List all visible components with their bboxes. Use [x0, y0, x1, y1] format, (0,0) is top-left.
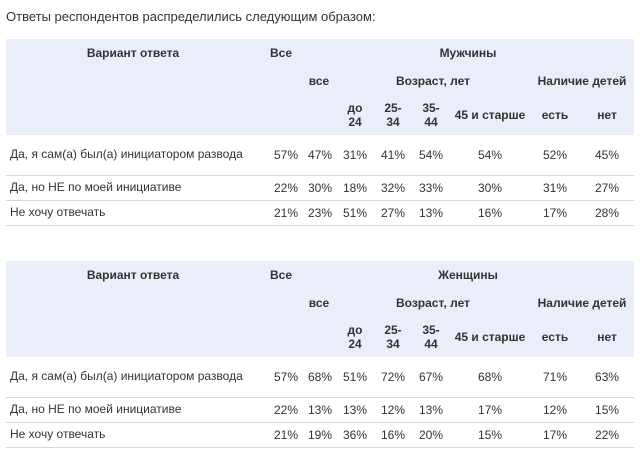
cell-value: 15%	[580, 397, 635, 423]
cell-value: 51%	[336, 200, 374, 226]
header-kids-yes: есть	[530, 317, 580, 357]
header-age-under-24: до 24	[336, 317, 374, 357]
table-row: Да, но НЕ по моей инициативе 22% 13% 13%…	[6, 397, 635, 423]
cell-value: 52%	[530, 135, 580, 176]
header-age: Возраст, лет	[336, 67, 530, 95]
header-kids-no: нет	[580, 95, 635, 135]
table-row: Не хочу отвечать 21% 23% 51% 27% 13% 16%…	[6, 200, 635, 226]
header-age-35-44: 35-44	[412, 317, 450, 357]
cell-value: 19%	[302, 422, 336, 448]
header-kids-no: нет	[580, 317, 635, 357]
header-group: Мужчины	[302, 39, 635, 67]
cell-value: 54%	[412, 135, 450, 176]
header-group: Женщины	[302, 261, 635, 289]
cell-value: 30%	[302, 175, 336, 201]
survey-table-women: Вариант ответа Все Женщины все Возраст, …	[6, 261, 635, 448]
cell-value: 13%	[302, 397, 336, 423]
cell-value: 36%	[336, 422, 374, 448]
cell-value: 21%	[260, 422, 302, 448]
cell-value: 20%	[412, 422, 450, 448]
header-age: Возраст, лет	[336, 289, 530, 317]
cell-value: 17%	[450, 397, 530, 423]
header-group-all: все	[302, 67, 336, 135]
cell-value: 54%	[450, 135, 530, 176]
cell-value: 57%	[260, 357, 302, 398]
header-age-under-24: до 24	[336, 95, 374, 135]
row-label: Да, но НЕ по моей инициативе	[6, 175, 260, 201]
cell-value: 47%	[302, 135, 336, 176]
header-variant: Вариант ответа	[6, 261, 260, 357]
header-kids-yes: есть	[530, 95, 580, 135]
header-children: Наличие детей	[530, 67, 635, 95]
table-row: Да, но НЕ по моей инициативе 22% 30% 18%…	[6, 175, 635, 201]
cell-value: 13%	[412, 200, 450, 226]
cell-value: 16%	[450, 200, 530, 226]
cell-value: 32%	[374, 175, 412, 201]
header-age-45-plus: 45 и старше	[450, 95, 530, 135]
cell-value: 68%	[302, 357, 336, 398]
row-label: Да, я сам(а) был(а) инициатором развода	[6, 357, 260, 398]
cell-value: 27%	[374, 200, 412, 226]
cell-value: 57%	[260, 135, 302, 176]
cell-value: 31%	[336, 135, 374, 176]
cell-value: 15%	[450, 422, 530, 448]
header-group-all: все	[302, 289, 336, 357]
cell-value: 13%	[412, 397, 450, 423]
header-age-45-plus: 45 и старше	[450, 317, 530, 357]
cell-value: 31%	[530, 175, 580, 201]
cell-value: 12%	[530, 397, 580, 423]
header-age-25-34: 25-34	[374, 95, 412, 135]
cell-value: 13%	[336, 397, 374, 423]
row-label: Да, но НЕ по моей инициативе	[6, 397, 260, 423]
cell-value: 41%	[374, 135, 412, 176]
cell-value: 21%	[260, 200, 302, 226]
cell-value: 33%	[412, 175, 450, 201]
header-children: Наличие детей	[530, 289, 635, 317]
row-label: Да, я сам(а) был(а) инициатором развода	[6, 135, 260, 176]
header-age-35-44: 35-44	[412, 95, 450, 135]
cell-value: 22%	[580, 422, 635, 448]
cell-value: 23%	[302, 200, 336, 226]
cell-value: 30%	[450, 175, 530, 201]
header-all: Все	[260, 261, 302, 357]
cell-value: 71%	[530, 357, 580, 398]
table-row: Да, я сам(а) был(а) инициатором развода …	[6, 357, 635, 398]
intro-text: Ответы респондентов распределились следу…	[6, 9, 376, 24]
cell-value: 45%	[580, 135, 635, 176]
cell-value: 17%	[530, 200, 580, 226]
cell-value: 12%	[374, 397, 412, 423]
cell-value: 27%	[580, 175, 635, 201]
cell-value: 22%	[260, 397, 302, 423]
row-label: Не хочу отвечать	[6, 422, 260, 448]
header-all: Все	[260, 39, 302, 135]
table-row: Не хочу отвечать 21% 19% 36% 16% 20% 15%…	[6, 422, 635, 448]
cell-value: 72%	[374, 357, 412, 398]
row-label: Не хочу отвечать	[6, 200, 260, 226]
cell-value: 68%	[450, 357, 530, 398]
cell-value: 67%	[412, 357, 450, 398]
cell-value: 17%	[530, 422, 580, 448]
cell-value: 51%	[336, 357, 374, 398]
table-row: Да, я сам(а) был(а) инициатором развода …	[6, 135, 635, 176]
cell-value: 16%	[374, 422, 412, 448]
cell-value: 28%	[580, 200, 635, 226]
cell-value: 63%	[580, 357, 635, 398]
header-age-25-34: 25-34	[374, 317, 412, 357]
cell-value: 22%	[260, 175, 302, 201]
header-variant: Вариант ответа	[6, 39, 260, 135]
cell-value: 18%	[336, 175, 374, 201]
survey-table-men: Вариант ответа Все Мужчины все Возраст, …	[6, 39, 635, 226]
